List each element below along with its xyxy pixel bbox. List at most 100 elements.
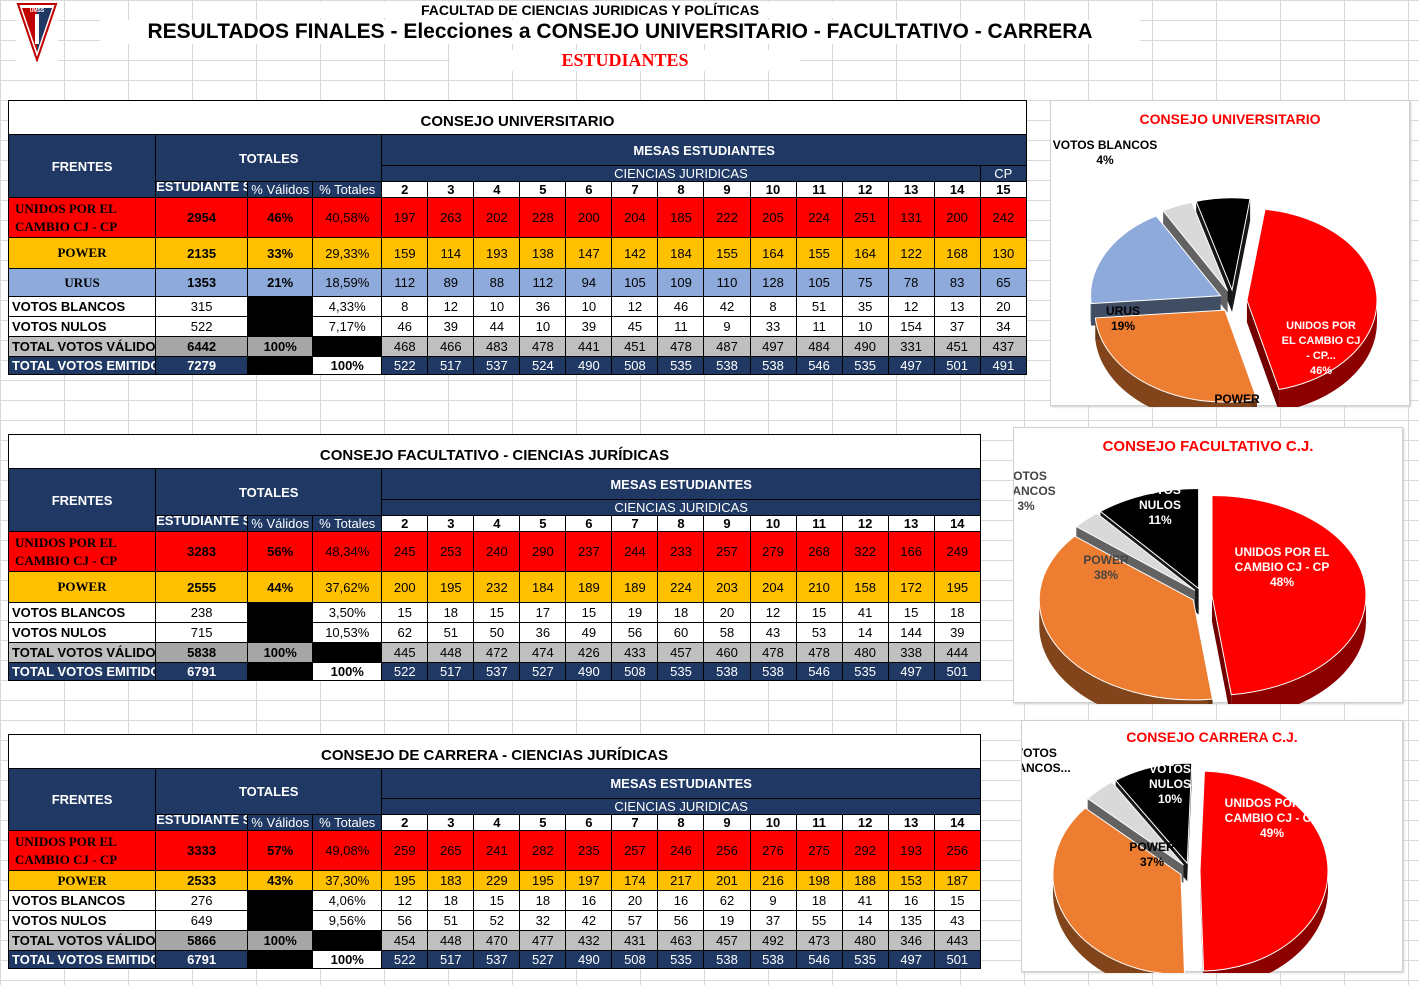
mesa-number: 13 bbox=[887, 515, 935, 532]
pct-validos-header: % Válidos bbox=[247, 515, 314, 532]
pct-totales: 9,56% bbox=[312, 910, 383, 931]
table-row-total-emitidos: TOTAL VOTOS EMITIDOS 6791 100% 522 517 537 527… bbox=[7, 662, 982, 681]
table-row-total-emitidos: TOTAL VOTOS EMITIDOS 7279 100% 522 517 537 524… bbox=[7, 356, 1028, 375]
mesa-value: 195 bbox=[427, 571, 475, 603]
mesa-value: 537 bbox=[473, 356, 521, 375]
frente-name: POWER bbox=[7, 571, 157, 603]
mesa-value: 110 bbox=[703, 268, 751, 297]
mesa-value: 257 bbox=[611, 830, 659, 871]
mesa-value: 153 bbox=[887, 870, 935, 891]
frente-name: UNIDOS POR EL CAMBIO CJ - CP bbox=[7, 830, 157, 871]
mesa-value: 195 bbox=[381, 870, 429, 891]
mesa-value: 527 bbox=[519, 950, 567, 969]
mesa-value: 35 bbox=[841, 296, 889, 317]
frente-total: 238 bbox=[155, 602, 249, 623]
total-validos-label: TOTAL VOTOS VÁLIDOS bbox=[7, 336, 157, 357]
mesa-value: 75 bbox=[841, 268, 889, 297]
mesa-value: 256 bbox=[703, 830, 751, 871]
mesa-value: 105 bbox=[611, 268, 659, 297]
mesa-value: 217 bbox=[657, 870, 705, 891]
empty-cell bbox=[247, 910, 314, 931]
mesa-value: 443 bbox=[933, 930, 982, 951]
mesa-number: 11 bbox=[795, 181, 843, 198]
totales-header: TOTALES bbox=[155, 768, 383, 815]
mesa-value: 538 bbox=[703, 356, 751, 375]
mesa-value: 185 bbox=[657, 197, 705, 238]
pie-slice bbox=[1094, 309, 1258, 403]
mesa-number: 3 bbox=[427, 814, 475, 831]
pct-totales: 40,58% bbox=[312, 197, 383, 238]
mesa-value: 200 bbox=[565, 197, 613, 238]
pie-label: UNIDOS POR EL CAMBIO CJ - CP 49% bbox=[1225, 796, 1320, 840]
pie-label-line: POWER bbox=[1083, 553, 1129, 567]
mesa-value: 15 bbox=[933, 890, 982, 911]
mesa-number: 2 bbox=[381, 181, 429, 198]
mesa-value: 14 bbox=[841, 910, 889, 931]
mesa-value: 477 bbox=[519, 930, 567, 951]
mesa-value: 51 bbox=[427, 622, 475, 643]
mesa-value: 246 bbox=[657, 830, 705, 871]
mesa-value: 37 bbox=[749, 910, 797, 931]
mesa-value: 56 bbox=[381, 910, 429, 931]
pie-label-line: - CP... bbox=[1306, 350, 1336, 362]
pie-label-line: 49% bbox=[1260, 826, 1284, 840]
frente-total: 276 bbox=[155, 890, 249, 911]
mesa-value: 527 bbox=[519, 662, 567, 681]
mesa-value: 457 bbox=[703, 930, 751, 951]
mesa-value: 50 bbox=[473, 622, 521, 643]
mesa-value: 131 bbox=[887, 197, 935, 238]
pie-label-line: VOTOS BLANCOS bbox=[1053, 138, 1157, 152]
mesa-value: 18 bbox=[427, 602, 475, 623]
mesa-value: 42 bbox=[703, 296, 751, 317]
mesa-number: 11 bbox=[795, 515, 843, 532]
mesa-value: 472 bbox=[473, 642, 521, 663]
section-consejo-facultativo: CONSEJO FACULTATIVO - CIENCIAS JURÍDICAS… bbox=[7, 434, 982, 681]
total-emitidos-pct: 100% bbox=[312, 662, 383, 681]
mesa-value: 478 bbox=[795, 642, 843, 663]
mesa-value: 52 bbox=[473, 910, 521, 931]
mesa-value: 253 bbox=[427, 531, 475, 572]
mesa-value: 202 bbox=[473, 197, 521, 238]
mesa-value: 437 bbox=[979, 336, 1028, 357]
pie-slice-wall bbox=[1203, 871, 1328, 973]
mesa-value: 331 bbox=[887, 336, 935, 357]
mesa-value: 19 bbox=[611, 602, 659, 623]
pct-validos: 44% bbox=[247, 571, 314, 603]
pie-label-line: URUS bbox=[1106, 304, 1140, 318]
mesa-value: 508 bbox=[611, 950, 659, 969]
table-row: VOTOS BLANCOS 238 3,50% 15 18 15 17 15 19 18 20 12 1… bbox=[7, 602, 982, 623]
mesa-value: 78 bbox=[887, 268, 935, 297]
mesa-value: 158 bbox=[841, 571, 889, 603]
mesa-value: 517 bbox=[427, 356, 475, 375]
mesa-value: 448 bbox=[427, 642, 475, 663]
empty-cell bbox=[312, 930, 383, 951]
frente-name: VOTOS BLANCOS bbox=[7, 602, 157, 623]
mesa-value: 292 bbox=[841, 830, 889, 871]
pie-slice bbox=[1038, 535, 1214, 701]
mesa-number: 7 bbox=[611, 515, 659, 532]
total-emitidos-value: 6791 bbox=[155, 950, 249, 969]
pie-slice-wall bbox=[1039, 599, 1213, 704]
empty-cell bbox=[247, 296, 314, 317]
mesa-number: 14 bbox=[933, 814, 982, 831]
mesa-value: 18 bbox=[519, 890, 567, 911]
total-emitidos-label: TOTAL VOTOS EMITIDOS bbox=[7, 662, 157, 681]
mesa-value: 474 bbox=[519, 642, 567, 663]
mesa-number: 12 bbox=[841, 515, 889, 532]
mesa-value: 20 bbox=[611, 890, 659, 911]
mesa-value: 168 bbox=[933, 237, 981, 269]
mesa-value: 240 bbox=[473, 531, 521, 572]
mesa-value: 8 bbox=[749, 296, 797, 317]
mesa-value: 222 bbox=[703, 197, 751, 238]
pct-totales: 4,06% bbox=[312, 890, 383, 911]
mesa-value: 32 bbox=[519, 910, 567, 931]
total-validos-pct: 100% bbox=[247, 642, 314, 663]
pie-label-line: 4% bbox=[1096, 153, 1114, 167]
mesa-value: 36 bbox=[519, 296, 567, 317]
frente-total: 2954 bbox=[155, 197, 249, 238]
table-row: POWER 2555 44% 37,62% 200 195 232 184 189 189 224 2… bbox=[7, 571, 982, 603]
mesa-value: 187 bbox=[933, 870, 982, 891]
mesa-value: 535 bbox=[841, 356, 889, 375]
